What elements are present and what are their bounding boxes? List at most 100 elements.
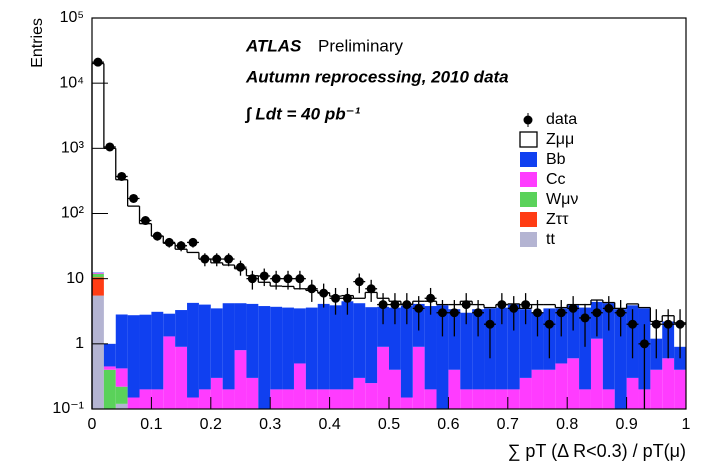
y-axis-label: Entries [29, 18, 46, 68]
stack-bar [151, 389, 163, 409]
annotation: Autumn reprocessing, 2010 data [245, 67, 509, 86]
data-point [105, 142, 114, 151]
stack-bar [662, 358, 674, 409]
legend-label: Wμν [546, 191, 578, 208]
y-tick-label: 10⁴ [59, 74, 84, 91]
data-point [414, 304, 423, 313]
stack-bar [318, 389, 330, 409]
stack-bar [330, 305, 342, 389]
data-point [153, 232, 162, 241]
data-point [224, 255, 233, 264]
data-point [188, 238, 197, 247]
stack-bar [472, 389, 484, 409]
stack-bar [341, 389, 353, 409]
data-point [533, 308, 542, 317]
data-point [485, 320, 494, 329]
data-point [450, 308, 459, 317]
stack-bar [627, 378, 639, 409]
x-tick-label: 1 [682, 416, 691, 433]
annotation: Preliminary [318, 36, 404, 55]
x-tick-label: 0.7 [497, 416, 519, 433]
stack-bar [116, 404, 128, 409]
stack-bar [187, 303, 199, 398]
stack-bar [246, 378, 258, 409]
stack-bar [163, 336, 175, 409]
y-tick-label: 10² [61, 205, 85, 222]
x-tick-label: 0.9 [615, 416, 637, 433]
stack-bar [591, 339, 603, 409]
stack-bar [579, 389, 591, 409]
stack-bar [140, 315, 152, 390]
stack-bar [92, 277, 104, 295]
data-point [616, 308, 625, 317]
data-point [545, 320, 554, 329]
stack-bar [365, 307, 377, 383]
stack-bar [116, 387, 128, 404]
stack-bar [603, 389, 615, 409]
x-tick-label: 0.4 [318, 416, 340, 433]
stack-bar [92, 274, 104, 278]
stack-bar [92, 296, 104, 409]
stack-bar [353, 303, 365, 378]
data-point [581, 313, 590, 322]
data-point [343, 294, 352, 303]
stack-bar [258, 306, 270, 409]
stack-bar [151, 312, 163, 390]
stack-bar [543, 370, 555, 409]
data-point [177, 241, 186, 250]
stack-bar [294, 308, 306, 363]
stack-bar [163, 314, 175, 337]
stack-bar [128, 398, 140, 409]
legend-swatch [520, 132, 537, 147]
data-point [331, 294, 340, 303]
stack-bar [211, 308, 223, 378]
x-tick-label: 0.1 [140, 416, 162, 433]
data-point [165, 238, 174, 247]
data-point [200, 255, 209, 264]
stack-bar [520, 378, 532, 409]
data-point [676, 320, 685, 329]
data-point [521, 300, 530, 309]
stack-bar [104, 366, 116, 369]
data-point [509, 304, 518, 313]
stack-bar [318, 304, 330, 389]
data-point [474, 308, 483, 317]
y-tick-label: 10⁵ [60, 9, 84, 26]
stack-bar [425, 306, 437, 389]
stack-bar [448, 370, 460, 409]
data-point [272, 274, 281, 283]
stack-bar [116, 314, 128, 368]
stack-bar [104, 370, 116, 409]
data-point [367, 284, 376, 293]
stack-bar [235, 303, 247, 350]
data-point [319, 289, 328, 298]
stack-bar [330, 389, 342, 409]
y-tick-label: 10⁻¹ [52, 400, 84, 417]
legend-swatch [520, 192, 537, 207]
x-tick-label: 0.8 [556, 416, 578, 433]
data-point [284, 274, 293, 283]
stack-bar [555, 363, 567, 409]
stack-bar [294, 363, 306, 409]
data-point [604, 304, 613, 313]
x-tick-label: 0.6 [437, 416, 459, 433]
stack-bar [175, 347, 187, 409]
data-point [93, 58, 102, 67]
legend-label: data [546, 111, 577, 128]
stack-bar [235, 350, 247, 409]
legend-label: Cc [546, 171, 566, 188]
data-point [117, 172, 126, 181]
x-tick-label: 0 [88, 416, 97, 433]
legend-swatch [520, 152, 537, 167]
stack-bar [532, 370, 544, 409]
stack-bar [199, 305, 211, 390]
data-point [640, 339, 649, 348]
x-tick-label: 0.2 [200, 416, 222, 433]
annotation: ATLAS [245, 36, 302, 55]
data-point [402, 300, 411, 309]
stack-bar [306, 308, 318, 390]
stack-bar [187, 398, 199, 409]
stack-bar [270, 307, 282, 390]
y-tick-label: 10 [66, 270, 84, 287]
